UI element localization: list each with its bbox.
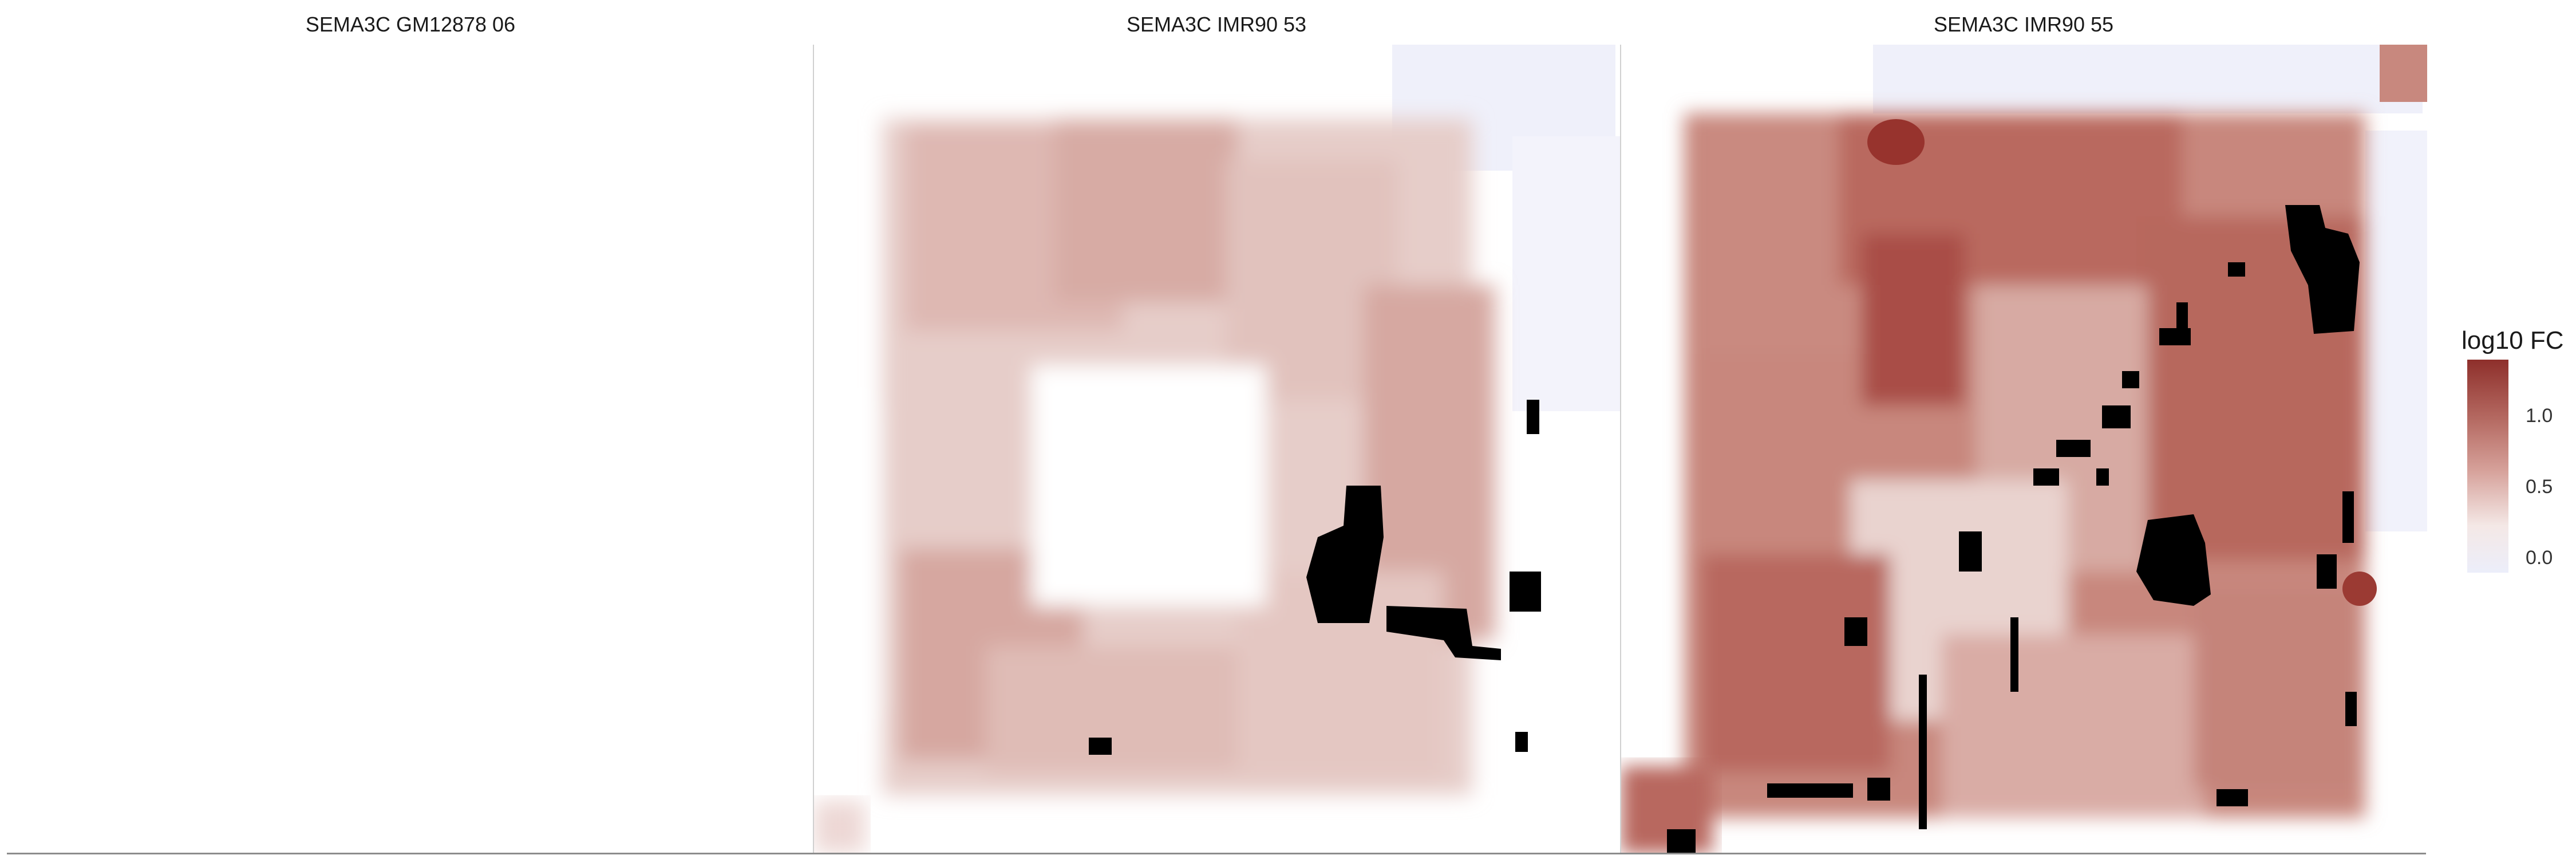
legend-tick-label: 1.0 bbox=[2526, 405, 2553, 427]
heat-region bbox=[814, 801, 866, 853]
heat-region bbox=[1942, 635, 2205, 818]
missing-cell bbox=[1515, 732, 1528, 752]
heat-region bbox=[1867, 119, 1925, 165]
heat-region bbox=[2365, 131, 2427, 531]
heat-region bbox=[2380, 45, 2427, 102]
heat-region bbox=[1032, 365, 1266, 606]
heat-region bbox=[986, 646, 1261, 772]
heat-region bbox=[814, 411, 883, 709]
legend-tick-label: 0.5 bbox=[2526, 476, 2553, 498]
heat-region bbox=[1054, 119, 1238, 302]
missing-cell bbox=[1919, 675, 1927, 829]
missing-cell bbox=[2228, 262, 2245, 277]
missing-cell bbox=[2342, 491, 2354, 543]
missing-cell bbox=[1527, 400, 1539, 434]
missing-cell bbox=[2033, 468, 2059, 486]
missing-cell bbox=[2096, 468, 2109, 486]
heat-region bbox=[2194, 589, 2365, 789]
missing-cell bbox=[1089, 738, 1112, 755]
missing-cell bbox=[1510, 572, 1541, 612]
missing-cell bbox=[2122, 371, 2139, 388]
missing-cell bbox=[1867, 778, 1890, 801]
panel-3-title: SEMA3C IMR90 55 bbox=[1933, 13, 2114, 36]
heat-region bbox=[1862, 234, 1965, 405]
missing-cell bbox=[2176, 302, 2188, 334]
heatmap-imr90-53-svg bbox=[814, 45, 1620, 853]
missing-cell bbox=[2136, 514, 2211, 606]
legend-title: log10 FC bbox=[2462, 326, 2564, 354]
missing-cell bbox=[1306, 486, 1384, 623]
missing-cell bbox=[2159, 328, 2191, 345]
heat-region bbox=[2342, 572, 2377, 606]
missing-cell bbox=[2056, 440, 2091, 457]
missing-cell bbox=[2340, 251, 2350, 285]
legend-tick-mark bbox=[2508, 416, 2516, 417]
missing-cell bbox=[2217, 789, 2248, 806]
missing-cell bbox=[2010, 617, 2018, 692]
missing-cell bbox=[1959, 531, 1982, 572]
missing-cell bbox=[2285, 205, 2360, 334]
missing-cell bbox=[1844, 617, 1867, 646]
missing-cell bbox=[1386, 606, 1501, 660]
heatmap-panel-imr90-55 bbox=[1621, 45, 2427, 853]
missing-cell bbox=[2345, 692, 2357, 726]
legend-tick-mark bbox=[2508, 487, 2516, 488]
missing-cell bbox=[1667, 829, 1696, 853]
heatmap-panel-gm12878-06 bbox=[7, 45, 814, 853]
heat-region bbox=[1512, 136, 1620, 411]
missing-cell bbox=[2102, 405, 2131, 428]
missing-cell bbox=[1767, 783, 1853, 798]
legend-tick-label: 0.0 bbox=[2526, 547, 2553, 569]
x-axis-line bbox=[7, 853, 2426, 854]
heat-region bbox=[1873, 45, 2423, 113]
missing-cell bbox=[2317, 554, 2337, 589]
colorbar-legend: log10 FC 1.0 0.5 0.0 bbox=[2462, 326, 2576, 578]
heat-region bbox=[1701, 554, 1890, 772]
heatmap-imr90-55-svg bbox=[1621, 45, 2427, 853]
heatmap-panel-imr90-53 bbox=[814, 45, 1620, 853]
panel-2-title: SEMA3C IMR90 53 bbox=[1126, 13, 1307, 36]
colorbar bbox=[2467, 360, 2508, 573]
panel-1-title: SEMA3C GM12878 06 bbox=[305, 13, 516, 36]
legend-tick-mark bbox=[2508, 558, 2516, 559]
